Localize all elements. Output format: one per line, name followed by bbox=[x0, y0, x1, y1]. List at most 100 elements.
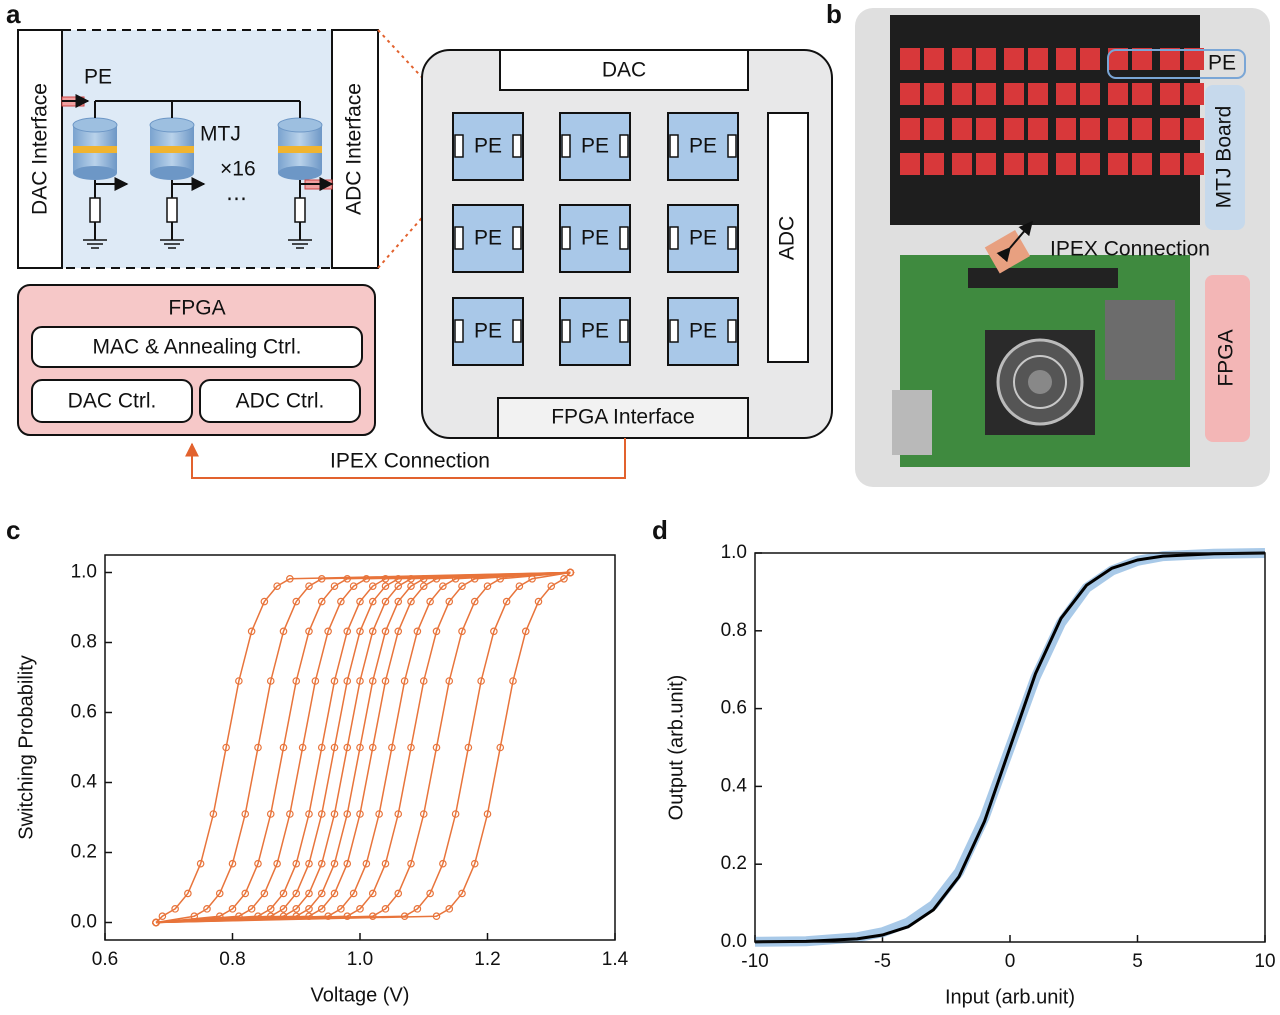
chip bbox=[976, 118, 996, 140]
point bbox=[509, 677, 517, 685]
mtj-top bbox=[72, 117, 118, 133]
point bbox=[451, 810, 460, 818]
x-tick-label: 1.2 bbox=[474, 949, 500, 970]
pe-label: PE bbox=[689, 135, 717, 158]
pe-label: PE bbox=[1208, 52, 1236, 75]
point bbox=[343, 859, 352, 868]
line bbox=[155, 571, 571, 924]
chip bbox=[1004, 48, 1024, 70]
point bbox=[426, 889, 434, 898]
x-tick-label: -5 bbox=[874, 951, 891, 972]
point bbox=[381, 574, 390, 583]
chip bbox=[976, 83, 996, 105]
point bbox=[343, 574, 352, 583]
resistor bbox=[294, 197, 306, 223]
pe-unit bbox=[559, 204, 631, 273]
chip bbox=[900, 48, 920, 70]
point bbox=[445, 905, 454, 913]
chip bbox=[1132, 83, 1152, 105]
point bbox=[292, 859, 301, 868]
pe-port bbox=[619, 319, 629, 343]
x-tick-label: 1.4 bbox=[602, 949, 629, 970]
chip bbox=[1160, 118, 1180, 140]
pe-label: PE bbox=[581, 135, 609, 158]
chip bbox=[1056, 153, 1076, 175]
point bbox=[445, 677, 454, 685]
chip bbox=[1132, 153, 1152, 175]
connection-label: IPEX Connection bbox=[330, 450, 490, 473]
point bbox=[432, 627, 441, 636]
point bbox=[394, 582, 403, 590]
point bbox=[368, 597, 377, 606]
point bbox=[547, 582, 556, 590]
x-tick-label: 10 bbox=[1254, 951, 1275, 972]
point bbox=[356, 743, 364, 752]
x-tick-label: -10 bbox=[741, 951, 768, 972]
line bbox=[155, 571, 571, 924]
point bbox=[305, 627, 313, 636]
pe-unit bbox=[667, 112, 739, 181]
adc-interface: ADC Interface bbox=[343, 83, 366, 215]
point bbox=[266, 905, 275, 913]
x-tick-label: 0.6 bbox=[92, 949, 118, 970]
x-tick-label: 5 bbox=[1132, 951, 1143, 972]
point bbox=[432, 743, 441, 752]
resistor bbox=[166, 197, 178, 223]
pe-port bbox=[454, 319, 464, 343]
point bbox=[368, 743, 377, 752]
pe-label: PE bbox=[474, 135, 502, 158]
y-tick-label: 0.6 bbox=[721, 698, 747, 719]
chip bbox=[1184, 48, 1204, 70]
pe-label: PE bbox=[84, 66, 112, 89]
y-tick-label: 0.8 bbox=[71, 632, 97, 653]
point bbox=[407, 743, 415, 752]
pe-unit bbox=[452, 204, 524, 273]
mtj-label: MTJ bbox=[200, 123, 241, 146]
panel-label: d bbox=[652, 515, 668, 545]
point bbox=[445, 597, 454, 606]
point bbox=[292, 677, 301, 685]
pe-port bbox=[561, 319, 571, 343]
point bbox=[413, 905, 422, 913]
chip bbox=[1160, 153, 1180, 175]
plot-frame bbox=[104, 554, 616, 941]
point bbox=[375, 810, 383, 818]
pe-port bbox=[619, 134, 629, 158]
point bbox=[228, 905, 237, 913]
chip bbox=[1108, 83, 1128, 105]
pe-port bbox=[669, 319, 679, 343]
pe-port bbox=[512, 134, 522, 158]
panel-label: b bbox=[826, 0, 842, 29]
mtj-top bbox=[277, 117, 323, 133]
point bbox=[317, 859, 326, 868]
pe-unit bbox=[667, 204, 739, 273]
line bbox=[155, 571, 571, 924]
y-tick-label: 0.0 bbox=[71, 912, 97, 933]
ellipsis: ⋯ bbox=[226, 188, 247, 211]
line bbox=[155, 571, 571, 924]
point bbox=[483, 810, 492, 818]
point bbox=[266, 810, 275, 818]
point bbox=[490, 627, 498, 636]
chip bbox=[1160, 83, 1180, 105]
pe-unit bbox=[559, 297, 631, 366]
point bbox=[286, 810, 294, 818]
dac-ctrl: DAC Ctrl. bbox=[68, 390, 157, 413]
point bbox=[158, 912, 167, 921]
pe-port bbox=[512, 226, 522, 250]
point bbox=[247, 905, 256, 913]
point bbox=[298, 743, 307, 752]
point bbox=[566, 568, 575, 577]
point bbox=[477, 677, 485, 685]
chip bbox=[924, 118, 944, 140]
chip bbox=[1028, 153, 1048, 175]
point bbox=[324, 627, 332, 636]
point bbox=[317, 905, 326, 913]
point bbox=[343, 627, 352, 636]
point bbox=[407, 597, 415, 606]
point bbox=[394, 574, 403, 583]
point bbox=[273, 582, 281, 590]
chip: DAC ADC FPGA Interface PE PE PE PE PE PE PE PE P… bbox=[185, 29, 833, 479]
point bbox=[337, 597, 345, 606]
